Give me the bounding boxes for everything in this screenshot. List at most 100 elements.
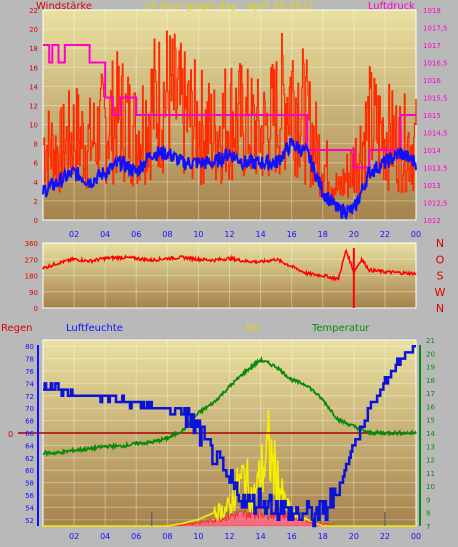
compass-label: W — [435, 286, 446, 299]
wind-tick-label: 0 — [34, 217, 38, 225]
temperature-tick-label: 18 — [426, 377, 435, 385]
hour-label: 04 — [100, 230, 110, 239]
humidity-tick-label: 52 — [25, 517, 34, 525]
hour-label: 16 — [287, 230, 297, 239]
hour-ticks-bottom: 02 04 06 08 10 12 14 16 18 20 22 00 — [69, 532, 421, 541]
wind-tick-label: 8 — [34, 141, 38, 149]
hour-label: 10 — [193, 230, 203, 239]
temperature-tick-label: 16 — [426, 403, 435, 411]
hour-label: 22 — [380, 532, 390, 541]
humidity-label: Luftfeuchte — [66, 323, 123, 334]
chart-title: 24 hour graph day - April 29.2017 — [144, 1, 314, 12]
temperature-tick-label: 11 — [426, 470, 435, 478]
hour-label: 22 — [380, 230, 390, 239]
humidity-tick-label: 54 — [25, 504, 34, 512]
hour-label: 06 — [131, 532, 141, 541]
humidity-tick-label: 72 — [25, 393, 34, 401]
wind-tick-label: 16 — [29, 64, 38, 72]
top-series — [42, 30, 417, 221]
direction-ticks: 0 90 180 270 360 — [25, 240, 38, 313]
hour-label: 02 — [69, 230, 79, 239]
hour-label: 16 — [287, 532, 297, 541]
direction-tick-label: 180 — [25, 273, 38, 281]
temperature-tick-label: 12 — [426, 457, 435, 465]
rain-zero-tick: 0 — [8, 430, 13, 439]
humidity-tick-label: 68 — [25, 418, 34, 426]
hour-label: 00 — [411, 532, 421, 541]
wind-tick-label: 14 — [29, 83, 38, 91]
wind-tick-label: 20 — [29, 26, 38, 34]
hour-label: 10 — [193, 532, 203, 541]
pressure-tick-label: 1016,5 — [423, 60, 448, 68]
humidity-tick-label: 56 — [25, 492, 34, 500]
temperature-tick-label: 15 — [426, 417, 435, 425]
wind-ticks: 0 2 4 6 8 10 12 14 16 18 20 22 — [29, 7, 38, 225]
wind-tick-label: 2 — [34, 198, 38, 206]
temperature-tick-label: 21 — [426, 337, 435, 345]
hour-label: 20 — [349, 230, 359, 239]
compass-label: O — [436, 253, 445, 266]
temperature-tick-label: 8 — [426, 510, 430, 518]
temperature-line — [42, 355, 417, 457]
hour-label: 04 — [100, 532, 110, 541]
pressure-line — [43, 44, 416, 169]
compass-label: N — [436, 237, 444, 250]
uv-label: UV — [246, 323, 260, 334]
temperature-tick-label: 19 — [426, 364, 435, 372]
wind-axis-label: Windstärke — [36, 1, 92, 12]
compass-label: N — [436, 302, 444, 315]
wind-tick-label: 10 — [29, 122, 38, 130]
direction-series — [42, 248, 417, 308]
humidity-ticks: 52 54 56 58 60 62 64 66 68 70 72 74 76 78 80 — [25, 343, 34, 525]
humidity-line — [43, 344, 416, 528]
temperature-tick-label: 20 — [426, 350, 435, 358]
hour-label: 14 — [255, 532, 265, 541]
temperature-tick-label: 7 — [426, 523, 430, 531]
humidity-tick-label: 60 — [25, 467, 34, 475]
hour-label: 12 — [224, 230, 234, 239]
hour-label: 00 — [411, 230, 421, 239]
pressure-tick-label: 1012 — [423, 217, 441, 225]
temperature-ticks: 7 8 9 10 11 12 13 14 15 16 17 18 19 20 21 — [426, 337, 435, 531]
pressure-tick-label: 1017 — [423, 42, 441, 50]
hour-label: 18 — [318, 230, 328, 239]
hour-label: 08 — [162, 532, 172, 541]
direction-tick-label: 360 — [25, 240, 38, 248]
pressure-tick-label: 1016 — [423, 77, 441, 85]
humidity-tick-label: 76 — [25, 368, 34, 376]
pressure-axis-label: Luftdruck — [368, 1, 415, 12]
temperature-tick-label: 9 — [426, 496, 430, 504]
rain-label: Regen — [1, 323, 33, 334]
pressure-tick-label: 1015,5 — [423, 95, 448, 103]
humidity-tick-label: 58 — [25, 480, 34, 488]
pressure-tick-label: 1012,5 — [423, 200, 448, 208]
hour-label: 06 — [131, 230, 141, 239]
hour-label: 20 — [349, 532, 359, 541]
bottom-series — [18, 344, 417, 528]
hour-ticks-mid: 02 04 06 08 10 12 14 16 18 20 22 00 — [69, 230, 421, 239]
pressure-tick-label: 1013 — [423, 182, 441, 190]
temperature-label: Temperatur — [311, 323, 370, 334]
uv-line — [43, 409, 416, 527]
hour-label: 08 — [162, 230, 172, 239]
wind-tick-label: 4 — [34, 179, 39, 187]
hour-label: 14 — [255, 230, 265, 239]
humidity-tick-label: 64 — [25, 442, 34, 450]
direction-tick-label: 0 — [34, 305, 38, 313]
humidity-tick-label: 70 — [25, 405, 34, 413]
humidity-tick-label: 62 — [25, 455, 34, 463]
temperature-tick-label: 13 — [426, 443, 435, 451]
pressure-tick-label: 1014 — [423, 147, 441, 155]
pressure-tick-label: 1018 — [423, 7, 441, 15]
hour-label: 02 — [69, 532, 79, 541]
wind-blue-line — [42, 137, 417, 221]
temperature-tick-label: 14 — [426, 430, 435, 438]
direction-tick-label: 270 — [25, 256, 38, 264]
humidity-tick-label: 78 — [25, 356, 34, 364]
wind-tick-label: 22 — [29, 7, 38, 15]
pressure-tick-label: 1014,5 — [423, 130, 448, 138]
wind-tick-label: 12 — [29, 102, 38, 110]
temperature-tick-label: 17 — [426, 390, 435, 398]
